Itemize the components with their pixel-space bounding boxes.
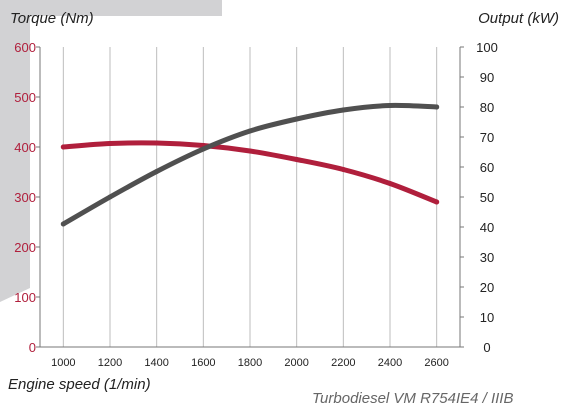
x-tick-label-2000: 2000 [284, 357, 308, 369]
torque-point-1000 [60, 144, 66, 150]
y-left-tick-label-0: 0 [29, 340, 36, 355]
engine-performance-chart: 0 100 200 300 400 500 600 0 10 20 30 40 50 60 70 80 90 10… [14, 40, 498, 369]
output-point-1400 [154, 169, 160, 174]
y-right-tick-label-90: 90 [480, 70, 494, 85]
output-point-2200 [340, 107, 346, 113]
x-tick-label-1000: 1000 [51, 357, 75, 369]
y-axis-left-title: Torque (Nm) [10, 10, 94, 27]
background-shape [0, 0, 222, 302]
output-point-1200 [107, 194, 113, 200]
y-right-tick-label-30: 30 [480, 250, 494, 265]
torque-point-1400 [154, 140, 160, 146]
y-right-tick-label-40: 40 [480, 220, 494, 235]
engine-model-footnote: Turbodiesel VM R754IE4 / IIIB [312, 390, 514, 407]
torque-point-2400 [387, 181, 393, 186]
torque-point-2000 [294, 157, 300, 162]
x-tick-label-2400: 2400 [378, 357, 402, 369]
y-right-tick-label-60: 60 [480, 160, 494, 175]
y-right-tick-label-70: 70 [480, 130, 494, 145]
y-left-tick-label-100: 100 [14, 290, 36, 305]
output-point-1000 [60, 221, 66, 227]
y-axis-right-title: Output (kW) [478, 10, 559, 27]
y-right-tick-label-0: 0 [483, 340, 490, 355]
x-tick-label-1400: 1400 [144, 357, 168, 369]
y-left-tick-label-200: 200 [14, 240, 36, 255]
y-left-tick-label-500: 500 [14, 90, 36, 105]
y-left-tick-label-400: 400 [14, 140, 36, 155]
torque-point-1800 [247, 148, 253, 154]
x-tick-label-1800: 1800 [238, 357, 262, 369]
torque-point-2200 [340, 167, 346, 172]
y-left-tick-label-600: 600 [14, 40, 36, 55]
x-axis-title: Engine speed (1/min) [8, 376, 151, 393]
output-point-1800 [247, 128, 253, 134]
x-tick-label-2600: 2600 [424, 357, 448, 369]
torque-point-1200 [107, 141, 113, 146]
y-left-tick-label-300: 300 [14, 190, 36, 205]
y-right-tick-label-10: 10 [480, 310, 494, 325]
torque-point-2600 [434, 199, 440, 205]
y-right-tick-label-100: 100 [476, 40, 498, 55]
x-tick-label-2200: 2200 [331, 357, 355, 369]
y-right-tick-label-80: 80 [480, 100, 494, 115]
x-tick-label-1200: 1200 [98, 357, 122, 369]
output-point-2600 [434, 104, 440, 110]
x-tick-label-1600: 1600 [191, 357, 215, 369]
background-panel [0, 0, 222, 302]
y-right-tick-label-20: 20 [480, 280, 494, 295]
y-right-tick-label-50: 50 [480, 190, 494, 205]
output-point-1600 [200, 146, 206, 152]
output-point-2000 [294, 116, 300, 122]
output-point-2400 [387, 103, 393, 108]
